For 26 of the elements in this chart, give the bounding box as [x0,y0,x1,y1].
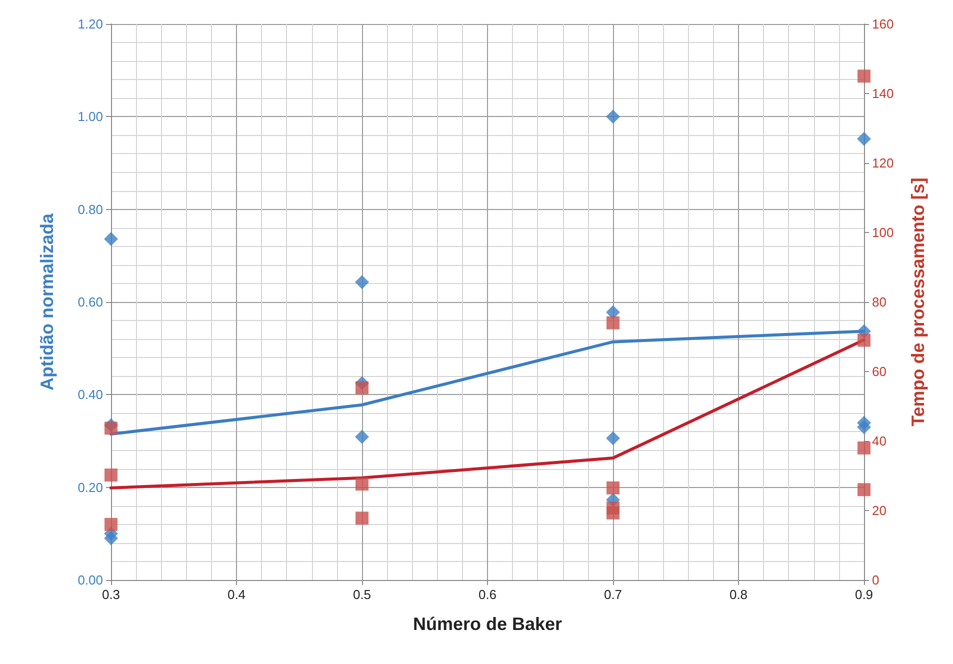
y-tick-label: 0.80 [78,202,103,217]
x-tick-label: 0.3 [102,587,120,602]
y-tick-label: 1.00 [78,109,103,124]
x-tick-label: 0.7 [604,587,622,602]
y-tick-label: 0.00 [78,572,103,588]
y2-tick-label: 0 [872,572,880,588]
x-axis-title: Número de Baker [412,614,562,634]
y2-tick-label: 40 [872,434,886,448]
y2-tick-label: 100 [872,225,894,240]
y-tick-label: 1.20 [78,16,103,32]
x-tick-label: 0.8 [729,587,748,602]
y-tick-label: 0.20 [78,480,103,495]
y-tick-label: 0.40 [78,387,103,402]
y2-tick-label: 140 [872,86,894,101]
y2-axis-title: Tempo de processamento [s] [908,178,928,426]
y2-tick-label: 120 [872,156,894,170]
y-axis-title: Aptidão normalizada [37,212,57,391]
x-tick-label: 0.9 [854,587,874,602]
y2-tick-label: 20 [872,503,886,518]
y2-tick-label: 60 [872,364,886,379]
x-tick-label: 0.6 [478,587,497,602]
x-tick-label: 0.4 [227,587,246,602]
y-tick-label: 0.60 [78,294,103,310]
y2-tick-label: 80 [872,294,886,310]
y2-tick-label: 160 [872,16,894,32]
x-tick-label: 0.5 [352,587,372,602]
